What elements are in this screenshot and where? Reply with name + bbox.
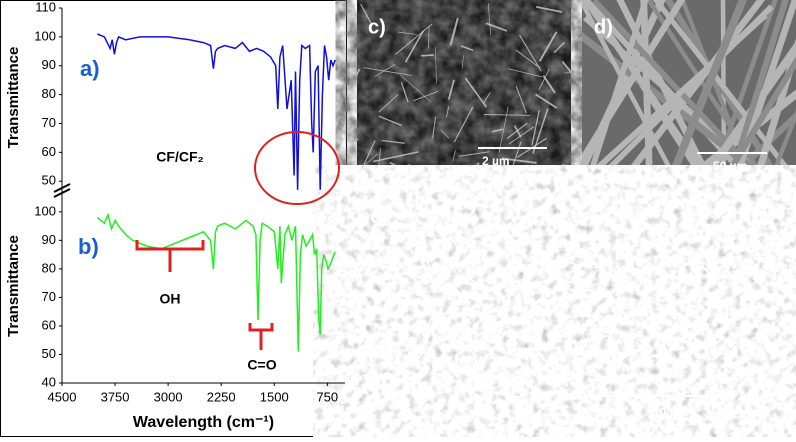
y-tick-label: 50	[42, 173, 56, 188]
panel-label: a)	[80, 56, 100, 81]
y-tick-label: 110	[35, 0, 56, 14]
y-tick-label: 100	[34, 28, 56, 43]
y-tick-label: 60	[42, 317, 56, 332]
scale-label: 50 µm	[713, 159, 747, 173]
fiber	[421, 55, 434, 56]
x-tick-label: 4500	[48, 389, 77, 404]
x-tick-label: 3000	[154, 389, 183, 404]
x-tick-label: 1500	[260, 389, 289, 404]
x-tick-label: 3750	[101, 389, 130, 404]
annotation: CF/CF₂	[156, 149, 203, 165]
y-axis-label: Transmittance	[5, 47, 22, 149]
y-tick-label: 100	[34, 203, 56, 218]
y-axis-label: Transmittance	[5, 235, 22, 337]
y-tick-label: 50	[42, 346, 56, 361]
y-tick-label: 90	[42, 232, 56, 247]
y-tick-label: 90	[42, 57, 56, 72]
annotation: C=O	[247, 357, 276, 373]
scale-label: 10 µm	[653, 405, 687, 419]
panel-label: d)	[594, 16, 613, 38]
annotation: OH	[160, 291, 181, 307]
y-tick-label: 40	[42, 374, 56, 389]
sem-texture	[357, 0, 571, 180]
y-tick-label: 80	[42, 260, 56, 275]
y-tick-label: 70	[42, 115, 56, 130]
y-tick-label: 60	[42, 144, 56, 159]
panel-label: b)	[78, 234, 99, 259]
x-tick-label: 750	[316, 389, 338, 404]
y-tick-label: 80	[42, 86, 56, 101]
scale-label: 2 µm	[482, 154, 510, 168]
panel-label: c)	[368, 16, 386, 38]
y-tick-label: 70	[42, 289, 56, 304]
x-axis-label: Wavelength (cm⁻¹)	[133, 414, 274, 431]
sem-texture	[357, 190, 796, 437]
panel-label: e)	[370, 205, 388, 227]
x-tick-label: 2250	[207, 389, 236, 404]
